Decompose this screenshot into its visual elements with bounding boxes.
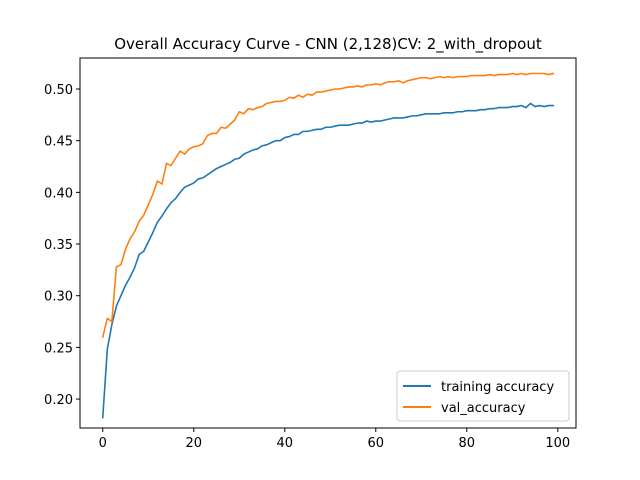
y-tick-label: 0.35 <box>44 238 73 253</box>
legend-label-training: training accuracy <box>441 380 554 395</box>
series-layer <box>101 72 555 419</box>
legend-label-val: val_accuracy <box>441 401 526 416</box>
x-tick-label: 60 <box>368 436 385 451</box>
x-tick-label: 80 <box>459 436 476 451</box>
series-line-training-accuracy <box>101 102 555 419</box>
legend: training accuracy val_accuracy <box>396 370 570 422</box>
chart-title: Overall Accuracy Curve - CNN (2,128)CV: … <box>114 35 542 54</box>
x-tick-label: 100 <box>545 436 570 451</box>
legend-box <box>396 370 570 422</box>
y-tick-label: 0.30 <box>44 290 73 305</box>
y-tick-label: 0.50 <box>44 83 73 98</box>
x-tick-label: 20 <box>185 436 202 451</box>
y-tick-label: 0.45 <box>44 135 73 150</box>
x-axis: 0 20 40 60 80 100 <box>99 428 570 451</box>
y-tick-label: 0.40 <box>44 186 73 201</box>
y-tick-label: 0.25 <box>44 341 73 356</box>
x-tick-label: 0 <box>99 436 107 451</box>
y-tick-label: 0.20 <box>44 393 73 408</box>
x-tick-label: 40 <box>276 436 293 451</box>
y-axis: 0.20 0.25 0.30 0.35 0.40 0.45 0.50 <box>44 83 80 408</box>
series-line-val-accuracy <box>101 72 555 339</box>
plot-frame <box>79 57 577 429</box>
